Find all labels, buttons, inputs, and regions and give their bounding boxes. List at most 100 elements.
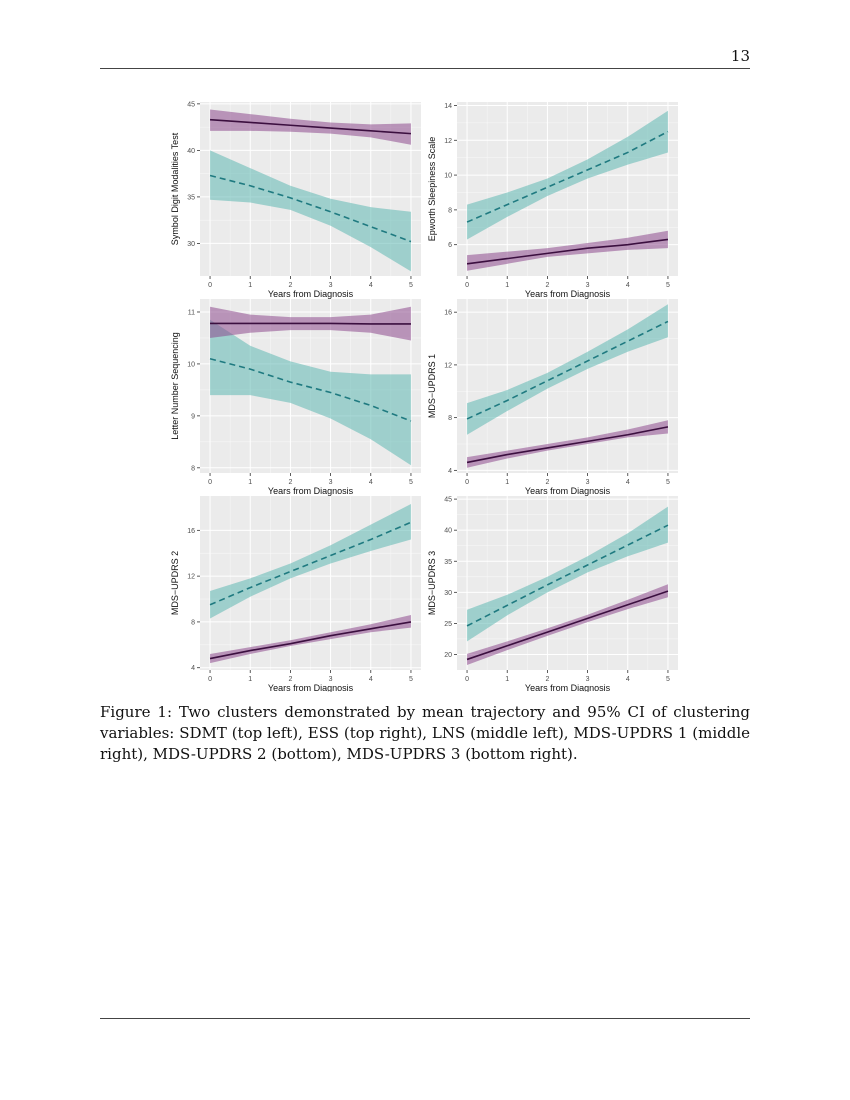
y-tick-label: 12 xyxy=(444,138,452,145)
mean-trajectory-purple xyxy=(466,238,669,265)
confidence-band-teal xyxy=(210,150,411,272)
footer-rule xyxy=(100,1018,750,1019)
x-tick-label: 4 xyxy=(626,676,630,683)
chart-panel-3: 0 1 2 3 4 5 8 9 10 11 Years from Diagnosis Letter N… xyxy=(170,299,421,496)
mean-trajectory-teal xyxy=(209,174,412,243)
x-tick-label: 1 xyxy=(248,479,252,486)
y-tick-label: 25 xyxy=(444,621,452,628)
x-tick-label: 4 xyxy=(369,676,373,683)
x-tick-label: 2 xyxy=(545,282,549,289)
y-tick-label: 8 xyxy=(191,619,195,626)
y-axis-label: MDS−UPDRS 3 xyxy=(427,551,437,615)
x-tick-label: 0 xyxy=(208,282,212,289)
y-tick-label: 16 xyxy=(187,528,195,535)
y-tick-label: 20 xyxy=(444,652,452,659)
x-tick-label: 1 xyxy=(505,676,509,683)
y-tick-label: 8 xyxy=(448,415,452,422)
y-tick-label: 30 xyxy=(444,590,452,597)
x-tick-label: 0 xyxy=(465,479,469,486)
y-axis-label: Epworth Sleepiness Scale xyxy=(427,137,437,242)
x-tick-label: 0 xyxy=(465,676,469,683)
x-tick-label: 5 xyxy=(666,676,670,683)
x-tick-label: 2 xyxy=(288,676,292,683)
minor-grid xyxy=(457,299,678,473)
x-tick-label: 1 xyxy=(248,676,252,683)
x-axis-label: Years from Diagnosis xyxy=(525,683,611,692)
x-tick-label: 0 xyxy=(208,479,212,486)
header-rule xyxy=(100,68,750,69)
mean-trajectory-teal xyxy=(209,521,412,606)
y-tick-label: 35 xyxy=(444,559,452,566)
y-tick-label: 10 xyxy=(187,361,195,368)
y-tick-label: 40 xyxy=(444,528,452,535)
y-tick-label: 16 xyxy=(444,310,452,317)
mean-trajectory-teal xyxy=(466,320,669,420)
mean-trajectory-teal xyxy=(209,357,412,422)
x-tick-label: 5 xyxy=(666,479,670,486)
y-tick-label: 14 xyxy=(444,103,452,110)
x-tick-label: 1 xyxy=(505,282,509,289)
x-tick-label: 5 xyxy=(409,282,413,289)
x-axis-label: Years from Diagnosis xyxy=(268,486,354,496)
x-tick-label: 3 xyxy=(586,479,590,486)
mean-trajectory-purple xyxy=(209,118,412,135)
mean-trajectory-teal xyxy=(466,130,669,223)
x-tick-label: 3 xyxy=(586,676,590,683)
mean-trajectory-purple xyxy=(466,426,669,464)
y-tick-label: 40 xyxy=(187,148,195,155)
x-tick-label: 5 xyxy=(409,676,413,683)
x-tick-label: 2 xyxy=(545,676,549,683)
mean-trajectory-purple xyxy=(210,322,411,325)
x-tick-label: 2 xyxy=(288,479,292,486)
confidence-band-teal xyxy=(467,110,668,240)
x-tick-label: 1 xyxy=(248,282,252,289)
x-tick-label: 3 xyxy=(329,479,333,486)
mean-trajectory-purple xyxy=(209,621,412,660)
x-tick-label: 2 xyxy=(545,479,549,486)
x-tick-label: 4 xyxy=(626,282,630,289)
page-number: 13 xyxy=(730,47,750,65)
x-tick-label: 3 xyxy=(586,282,590,289)
x-tick-label: 4 xyxy=(369,479,373,486)
y-tick-label: 35 xyxy=(187,194,195,201)
y-tick-label: 4 xyxy=(448,468,452,475)
x-tick-label: 0 xyxy=(465,282,469,289)
y-axis-label: MDS−UPDRS 2 xyxy=(170,551,180,615)
x-axis-label: Years from Diagnosis xyxy=(525,486,611,496)
y-tick-label: 30 xyxy=(187,241,195,248)
y-tick-label: 11 xyxy=(188,309,195,316)
figure-caption: Figure 1: Two clusters demonstrated by m… xyxy=(100,703,750,763)
x-tick-label: 3 xyxy=(329,282,333,289)
x-tick-label: 4 xyxy=(369,282,373,289)
x-tick-label: 5 xyxy=(666,282,670,289)
x-tick-label: 0 xyxy=(208,676,212,683)
y-tick-label: 9 xyxy=(191,413,195,420)
y-tick-label: 10 xyxy=(444,173,452,180)
y-tick-label: 45 xyxy=(187,101,195,108)
x-axis-label: Years from Diagnosis xyxy=(268,683,354,692)
y-tick-label: 12 xyxy=(187,574,195,581)
y-tick-label: 8 xyxy=(448,207,452,214)
y-axis-label: Letter Number Sequencing xyxy=(170,332,180,440)
mean-trajectory-teal xyxy=(466,524,669,627)
confidence-band-teal xyxy=(467,506,668,642)
confidence-band-teal xyxy=(467,304,668,435)
x-tick-label: 4 xyxy=(626,479,630,486)
y-axis-label: Symbol Digit Modalities Test xyxy=(170,132,180,245)
mean-trajectory-purple xyxy=(466,590,669,661)
y-tick-label: 6 xyxy=(448,242,452,249)
x-tick-label: 5 xyxy=(409,479,413,486)
x-axis-label: Years from Diagnosis xyxy=(525,289,611,299)
confidence-band-teal xyxy=(210,504,411,619)
y-tick-label: 4 xyxy=(191,665,195,672)
y-axis-label: MDS−UPDRS 1 xyxy=(427,354,437,418)
x-axis-label: Years from Diagnosis xyxy=(268,289,354,299)
x-tick-label: 1 xyxy=(505,479,509,486)
x-tick-label: 2 xyxy=(288,282,292,289)
